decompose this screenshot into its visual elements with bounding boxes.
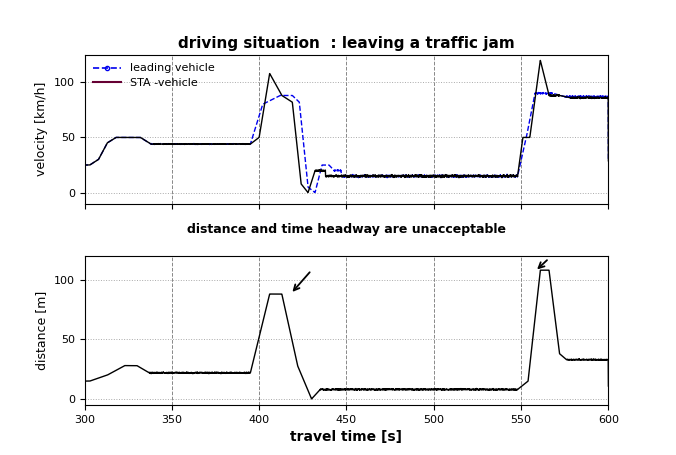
- Y-axis label: velocity [km/h]: velocity [km/h]: [35, 82, 48, 177]
- Text: distance and time headway are unacceptable: distance and time headway are unacceptab…: [187, 223, 506, 237]
- Y-axis label: distance [m]: distance [m]: [35, 291, 48, 370]
- X-axis label: travel time [s]: travel time [s]: [291, 430, 402, 444]
- Legend: leading vehicle, STA -vehicle: leading vehicle, STA -vehicle: [90, 60, 218, 91]
- Title: driving situation  : leaving a traffic jam: driving situation : leaving a traffic ja…: [178, 35, 515, 51]
